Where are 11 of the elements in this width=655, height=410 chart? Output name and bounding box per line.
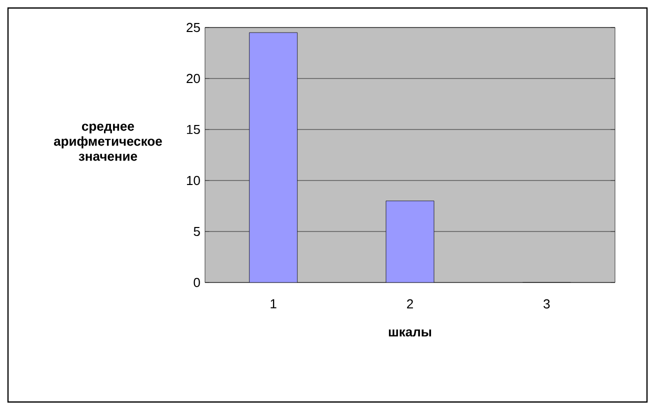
y-tick-label: 20 [186, 74, 200, 84]
x-tick-label: 2 [407, 299, 413, 308]
y-tick-label: 15 [186, 124, 200, 134]
x-tick-label: 1 [270, 299, 276, 308]
y-tick-label: 5 [194, 226, 200, 236]
x-tick-label: 3 [544, 299, 550, 308]
y-axis-title: среднее арифметическое значение [54, 124, 162, 161]
y-tick-label: 0 [194, 278, 200, 288]
y-tick-label: 10 [186, 176, 200, 186]
x-axis-title: шкалы [388, 329, 432, 336]
y-tick-label: 25 [186, 22, 200, 32]
